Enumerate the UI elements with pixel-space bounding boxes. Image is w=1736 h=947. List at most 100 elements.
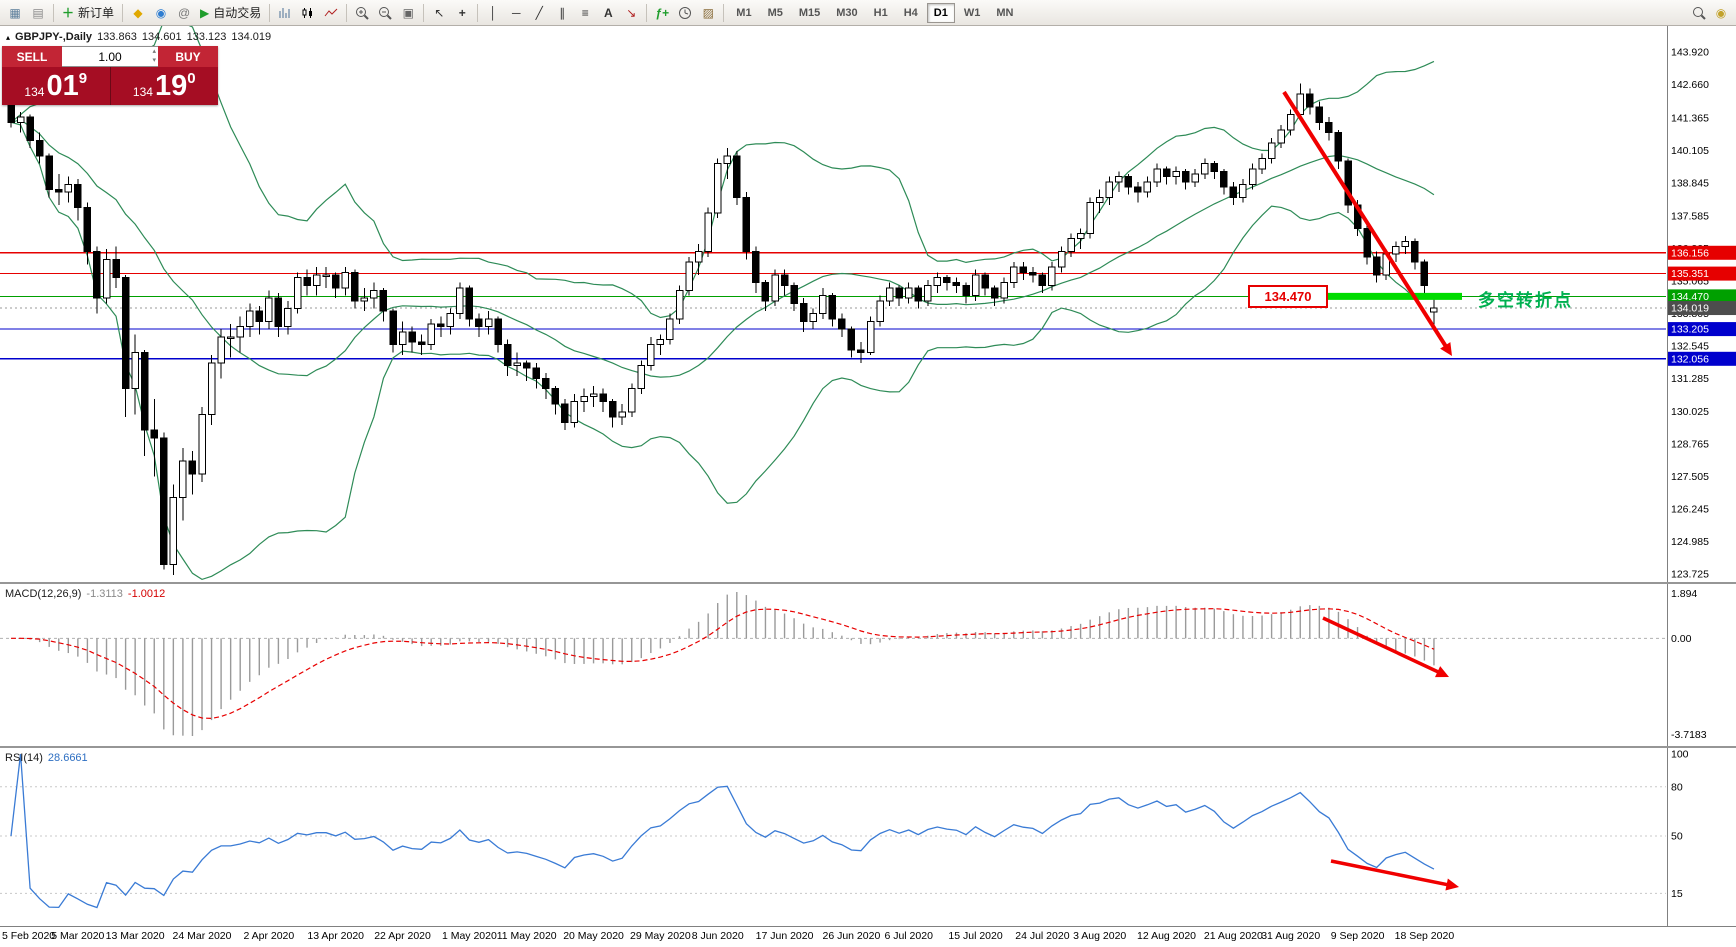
rsi-label: RSI(14) 28.6661 (5, 752, 88, 764)
candle-chart-button[interactable] (297, 2, 319, 24)
new-chart-icon: ▦ (9, 5, 21, 20)
periods-icon (679, 6, 692, 19)
date-label: 13 Apr 2020 (307, 930, 364, 942)
volume-value[interactable]: 1.00 (98, 49, 122, 64)
candle (561, 399, 569, 431)
spinner-down-icon[interactable]: ▾ (152, 57, 156, 64)
price-badge: 132.056 (1668, 351, 1736, 366)
time-axis[interactable]: 5 Feb 2020 5 Mar 2020 13 Mar 2020 24 Mar 20… (0, 926, 1736, 947)
turning-point-annotation[interactable]: 多空转折点 (1478, 291, 1573, 310)
candle (284, 300, 292, 335)
trendline-button[interactable]: ╱ (528, 2, 550, 24)
mql5-button[interactable]: @ (173, 2, 195, 24)
fibonacci-button[interactable]: ≡ (574, 2, 596, 24)
candle (1153, 163, 1161, 187)
candle (1239, 179, 1247, 203)
indicators-button[interactable]: ƒ+ (651, 2, 673, 24)
rsi-panel[interactable]: 100 80 50 15 (0, 748, 1736, 926)
candle (542, 373, 550, 400)
svg-text:100: 100 (1671, 749, 1689, 761)
sell-button[interactable]: SELL (2, 46, 62, 67)
line-chart-button[interactable] (320, 2, 342, 24)
panel-splitter[interactable] (0, 746, 1736, 748)
timeframe-button-h1[interactable]: H1 (867, 3, 895, 23)
timeframe-button-mn[interactable]: MN (989, 3, 1020, 23)
candle (446, 308, 455, 335)
macd-panel[interactable]: 1.894 0.00 -3.7183 (0, 584, 1736, 746)
new-chart-button[interactable]: ▦ (4, 2, 26, 24)
timeframe-button-d1[interactable]: D1 (926, 2, 955, 23)
zoom-in-button[interactable] (351, 2, 373, 24)
timeframe-button-w1[interactable]: W1 (957, 3, 988, 23)
candle (608, 399, 617, 428)
candle (981, 272, 989, 296)
svg-text:126.245: 126.245 (1671, 504, 1709, 516)
candle (914, 285, 922, 309)
candle (303, 269, 311, 296)
candle (1248, 163, 1257, 190)
one-click-collapse-icon[interactable]: ▴ (6, 32, 11, 42)
price-axis[interactable]: 143.920 142.660 141.365 140.105 138.845 137.5… (1671, 47, 1709, 581)
channel-button[interactable]: ∥ (551, 2, 573, 24)
market-button[interactable]: ◉ (150, 2, 172, 24)
arrows-tool-button[interactable]: ↘ (620, 2, 642, 24)
svg-text:123.725: 123.725 (1671, 569, 1709, 581)
zoom-out-button[interactable] (374, 2, 396, 24)
profiles-button[interactable]: ▤ (27, 2, 49, 24)
new-order-label: 新订单 (78, 6, 115, 20)
toolbar-separator (122, 3, 124, 22)
candle (1191, 168, 1199, 187)
macd-value: -1.3113 (86, 588, 123, 600)
candle (761, 280, 770, 312)
svg-text:80: 80 (1671, 781, 1683, 793)
price-tag-annotation[interactable]: 134.470 (1248, 285, 1328, 308)
trend-arrow[interactable] (1330, 859, 1459, 891)
sell-price[interactable]: 134 01 9 (2, 67, 111, 105)
timeframe-button-m30[interactable]: M30 (829, 3, 864, 23)
tile-windows-icon: ▣ (402, 5, 414, 20)
candle (379, 287, 388, 322)
timeframe-button-m1[interactable]: M1 (729, 3, 758, 23)
periods-button[interactable] (674, 2, 696, 24)
autotrading-button[interactable]: ▶ 自动交易 (196, 2, 265, 24)
candle (1411, 238, 1419, 270)
buy-price[interactable]: 134 19 0 (111, 67, 219, 105)
panel-splitter[interactable] (0, 582, 1736, 584)
candle (45, 153, 53, 198)
candle (971, 269, 980, 301)
volume-input[interactable]: 1.00 ▴ ▾ (62, 46, 158, 67)
highlight-segment[interactable] (1318, 292, 1462, 300)
candle (1363, 223, 1371, 265)
ohlc-high: 134.601 (141, 31, 182, 43)
cursor-button[interactable]: ↖ (428, 2, 450, 24)
text-tool-button[interactable]: A (597, 2, 619, 24)
toolbar-separator (346, 3, 348, 22)
profiles-icon: ▤ (32, 5, 44, 20)
candle (551, 386, 560, 415)
trend-arrow[interactable] (1282, 90, 1452, 356)
candle (895, 285, 903, 306)
community-button[interactable]: ◉ (1710, 2, 1732, 24)
timeframe-button-m15[interactable]: M15 (792, 3, 827, 23)
candle (570, 393, 579, 428)
timeframe-button-m5[interactable]: M5 (761, 3, 790, 23)
horizontal-line-button[interactable]: ─ (505, 2, 527, 24)
new-order-button[interactable]: ＋ 新订单 (58, 2, 118, 24)
tile-windows-button[interactable]: ▣ (397, 2, 419, 24)
date-label: 12 Aug 2020 (1137, 930, 1197, 942)
trend-arrow[interactable] (1322, 616, 1449, 678)
metaeditor-button[interactable]: ◆ (127, 2, 149, 24)
vertical-line-button[interactable]: │ (482, 2, 504, 24)
main-chart[interactable]: 143.920 142.660 141.365 140.105 138.845 137.5… (0, 26, 1736, 582)
date-label: 24 Mar 2020 (172, 930, 232, 942)
bar-chart-button[interactable] (274, 2, 296, 24)
volume-spinner[interactable]: ▴ ▾ (152, 48, 156, 66)
svg-text:0.00: 0.00 (1671, 633, 1692, 645)
timeframe-button-h4[interactable]: H4 (897, 3, 925, 23)
templates-button[interactable]: ▨ (697, 2, 719, 24)
search-button[interactable] (1688, 2, 1710, 24)
buy-button[interactable]: BUY (158, 46, 218, 67)
zoom-in-icon (356, 6, 369, 20)
crosshair-button[interactable]: + (451, 2, 473, 24)
spinner-up-icon[interactable]: ▴ (152, 48, 156, 55)
